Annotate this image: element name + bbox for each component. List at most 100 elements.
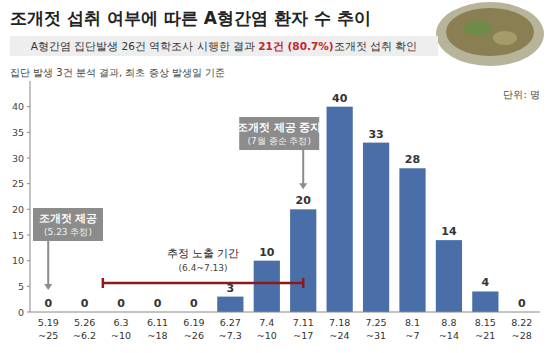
y-tick-label: 30 <box>12 153 24 164</box>
y-tick-label: 20 <box>12 204 24 215</box>
x-tick-line: 7.4 <box>259 317 274 328</box>
data-label: 4 <box>482 276 490 289</box>
y-axis <box>30 81 31 312</box>
y-tick-label: 0 <box>18 307 24 318</box>
x-axis <box>30 312 540 313</box>
x-tick-label: 5.19 ~25 <box>38 317 59 341</box>
data-label: 40 <box>332 92 348 105</box>
photo-food <box>446 8 534 56</box>
x-tick-label: 7.11 ~17 <box>293 317 314 341</box>
annotation-detail: (6.4~7.13) <box>179 263 228 273</box>
x-tick-line: ~21 <box>475 330 495 341</box>
x-tick-line: 8.8 <box>441 317 456 328</box>
bar <box>327 107 353 312</box>
x-tick-line: 7.11 <box>293 317 314 328</box>
x-tick-line: 8.22 <box>511 317 532 328</box>
x-tick-label: 6.11 ~18 <box>147 317 168 341</box>
data-label: 0 <box>44 297 52 310</box>
subtitle-part: 21건 (80.7%) <box>258 40 333 52</box>
annotation-text: 조개젓 제공 <box>39 212 98 224</box>
annotation-detail: (5.23 추정) <box>44 227 92 237</box>
x-tick-label: 6.3~10 <box>111 317 131 341</box>
x-tick-line: 5.19 <box>38 317 59 328</box>
annotation-arrow <box>302 150 304 184</box>
x-tick-label: 5.26 ~6.2 <box>73 317 96 341</box>
annotation-detail: (7월 중순 추정) <box>247 136 310 146</box>
chart: 조개젓 섭취 여부에 따른 A형간염 환자 수 추이 A형간염 집단발생 26건 … <box>0 0 550 353</box>
x-tick-line: 7.25 <box>365 317 386 328</box>
x-tick-label: 8.22 ~28 <box>511 317 532 341</box>
bar <box>363 143 389 312</box>
caption: 집단 발생 3건 분석 결과, 최초 증상 발생일 기준 <box>10 67 225 78</box>
x-tick-line: ~10 <box>111 330 131 341</box>
photo-dish <box>436 2 544 66</box>
x-tick-line: ~10 <box>257 330 277 341</box>
x-tick-label: 7.25 ~31 <box>365 317 386 341</box>
x-tick-line: ~14 <box>439 330 459 341</box>
x-tick-line: ~7.3 <box>219 330 242 341</box>
x-tick-line: 6.19 <box>183 317 204 328</box>
data-label: 0 <box>117 297 125 310</box>
data-label: 20 <box>296 194 312 207</box>
x-tick-line: 6.27 <box>220 317 241 328</box>
data-label: 14 <box>441 225 457 238</box>
y-tick-label: 15 <box>12 230 24 241</box>
photo-detail <box>464 20 492 36</box>
y-tick-label: 35 <box>12 127 24 138</box>
x-tick-line: ~24 <box>330 330 350 341</box>
x-tick-line: 7.18 <box>329 317 350 328</box>
x-tick-line: ~18 <box>147 330 167 341</box>
data-label: 28 <box>405 153 420 166</box>
x-tick-line: 5.26 <box>74 317 95 328</box>
bar <box>399 168 425 312</box>
bars <box>217 107 498 312</box>
unit-label: 단위: 명 <box>503 89 540 100</box>
x-tick-line: ~28 <box>512 330 532 341</box>
subtitle-part: 조개젓 섭취 확인 <box>334 40 418 52</box>
data-label: 33 <box>368 128 383 141</box>
bar <box>290 209 316 312</box>
x-tick-label: 8.15 ~21 <box>475 317 496 341</box>
exposure-cap <box>102 278 105 288</box>
food-photo <box>436 2 544 66</box>
data-label: 0 <box>190 297 198 310</box>
bar <box>436 240 462 312</box>
x-tick-line: 6.11 <box>147 317 168 328</box>
x-tick-label: 7.4~10 <box>257 317 277 341</box>
exposure-cap <box>302 278 305 288</box>
annotation-text: 추정 노출 기간 <box>167 247 240 259</box>
y-tick-label: 5 <box>18 281 24 292</box>
x-tick-label: 7.18 ~24 <box>329 317 350 341</box>
x-tick-line: 8.1 <box>405 317 420 328</box>
y-tick-label: 40 <box>12 101 24 112</box>
subtitle: A형간염 집단발생 26건 역학조사 시행한 결과 21건 (80.7%)조개젓… <box>31 40 418 52</box>
x-tick-line: 6.3 <box>114 317 129 328</box>
photo-detail <box>493 31 517 45</box>
y-tick-label: 25 <box>12 178 24 189</box>
x-tick-label: 6.19 ~26 <box>183 317 204 341</box>
annotation-box <box>33 208 103 241</box>
x-tick-line: ~17 <box>293 330 313 341</box>
x-tick-line: 8.15 <box>475 317 496 328</box>
data-label: 0 <box>154 297 162 310</box>
y-tick-label: 10 <box>12 255 24 266</box>
annotation-arrow-head <box>44 284 52 290</box>
subtitle-part: A형간염 집단발생 26건 역학조사 시행한 결과 <box>31 40 259 52</box>
x-tick-label: 8.8~14 <box>439 317 459 341</box>
x-tick-line: ~26 <box>184 330 204 341</box>
data-label: 10 <box>259 246 275 259</box>
title: 조개젓 섭취 여부에 따른 A형간염 환자 수 추이 <box>10 8 371 28</box>
x-tick-line: ~7 <box>405 330 419 341</box>
x-tick-label: 8.1~7 <box>405 317 420 341</box>
x-tick-line: ~6.2 <box>73 330 96 341</box>
annotation-arrow <box>47 241 49 285</box>
annotation-arrow-head <box>299 183 307 189</box>
annotation-text: 조개젓 제공 중지 <box>237 121 321 133</box>
x-tick-line: ~25 <box>38 330 58 341</box>
data-label: 0 <box>81 297 89 310</box>
x-tick-line: ~31 <box>366 330 386 341</box>
data-label: 0 <box>518 297 526 310</box>
bar <box>472 291 498 312</box>
bar <box>217 297 243 312</box>
bar <box>254 261 280 312</box>
